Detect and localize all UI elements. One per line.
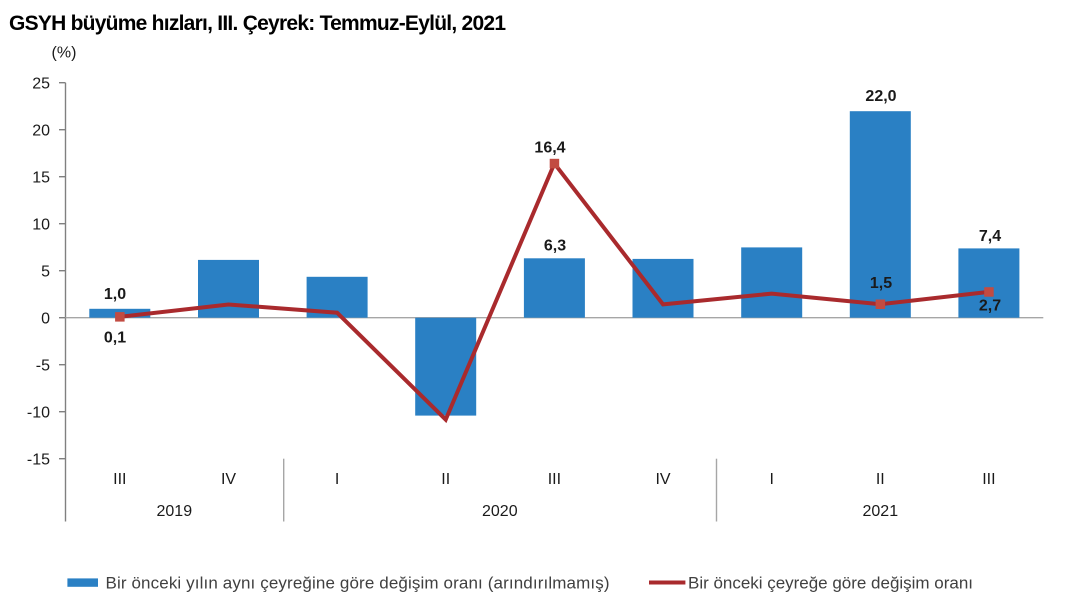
svg-text:15: 15: [32, 170, 50, 187]
svg-text:2021: 2021: [863, 503, 899, 520]
svg-text:22,0: 22,0: [865, 88, 896, 105]
svg-text:III: III: [982, 471, 995, 488]
svg-text:2020: 2020: [482, 503, 518, 520]
svg-text:0: 0: [41, 311, 50, 328]
svg-text:I: I: [769, 471, 773, 488]
svg-text:5: 5: [41, 264, 50, 281]
svg-text:-15: -15: [27, 452, 50, 469]
svg-text:III: III: [113, 471, 126, 488]
svg-text:1,5: 1,5: [870, 275, 892, 292]
svg-text:II: II: [441, 471, 450, 488]
svg-text:Bir önceki çeyreğe göre değişi: Bir önceki çeyreğe göre değişim oranı: [688, 573, 973, 592]
svg-text:1,0: 1,0: [104, 286, 126, 303]
svg-text:6,3: 6,3: [544, 237, 566, 254]
svg-text:2019: 2019: [157, 503, 193, 520]
svg-text:(%): (%): [52, 45, 77, 62]
svg-text:-5: -5: [36, 358, 50, 375]
svg-text:2,7: 2,7: [979, 297, 1001, 314]
svg-text:II: II: [876, 471, 885, 488]
svg-text:IV: IV: [655, 471, 670, 488]
svg-text:Bir önceki yılın aynı çeyreğin: Bir önceki yılın aynı çeyreğine göre değ…: [106, 573, 610, 592]
svg-text:25: 25: [32, 76, 50, 93]
svg-text:16,4: 16,4: [534, 139, 565, 156]
svg-text:0,1: 0,1: [104, 330, 126, 347]
svg-text:20: 20: [32, 123, 50, 140]
svg-text:I: I: [335, 471, 339, 488]
svg-text:-10: -10: [27, 405, 50, 422]
svg-text:10: 10: [32, 217, 50, 234]
svg-text:7,4: 7,4: [979, 228, 1001, 245]
svg-text:IV: IV: [221, 471, 236, 488]
svg-text:GSYH büyüme hızları, III. Çeyr: GSYH büyüme hızları, III. Çeyrek: Temmuz…: [9, 12, 506, 35]
svg-text:III: III: [548, 471, 561, 488]
